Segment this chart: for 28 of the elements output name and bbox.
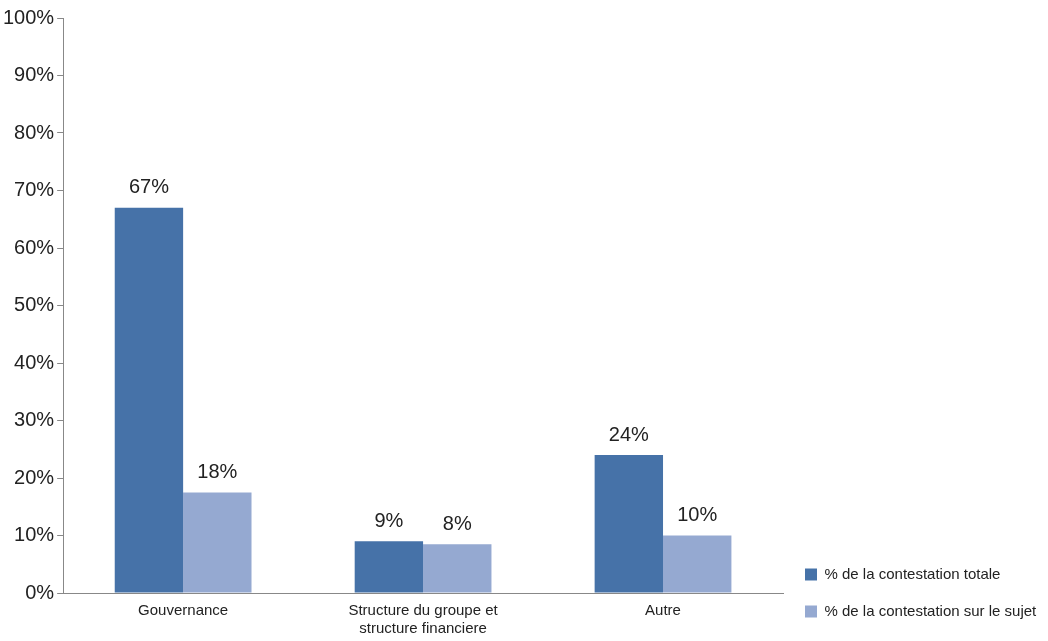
data-label: 24% <box>608 422 650 445</box>
y-tick-label: 40% <box>14 350 55 373</box>
y-tick-label: 30% <box>14 408 55 431</box>
y-tick-label: 0% <box>25 580 55 603</box>
y-tick-label: 80% <box>14 120 55 143</box>
data-label: 67% <box>128 175 170 198</box>
bar <box>183 492 252 593</box>
data-label: 10% <box>677 503 718 526</box>
y-tick-label: 60% <box>14 235 55 258</box>
x-tick-label: Gouvernance <box>138 601 229 619</box>
bar <box>114 207 184 593</box>
data-label: 8% <box>442 511 472 534</box>
legend-label: % de la contestation sur le sujet <box>824 601 1038 619</box>
bar <box>663 535 732 593</box>
legend-label: % de la contestation totale <box>824 564 1001 582</box>
y-tick-label: 20% <box>14 465 55 488</box>
x-tick-label: Structure du groupe et structure financiere <box>348 601 499 637</box>
x-tick-label: Autre <box>645 601 681 619</box>
y-tick-label: 70% <box>14 178 55 201</box>
data-label: 9% <box>374 508 404 531</box>
bar <box>423 544 492 593</box>
data-label: 18% <box>197 459 238 482</box>
y-tick-label: 90% <box>14 63 55 86</box>
y-tick-label: 50% <box>14 293 55 316</box>
y-tick-label: 10% <box>14 523 55 546</box>
bar <box>594 455 664 593</box>
bar <box>354 541 424 593</box>
y-tick-label: 100% <box>3 5 55 28</box>
